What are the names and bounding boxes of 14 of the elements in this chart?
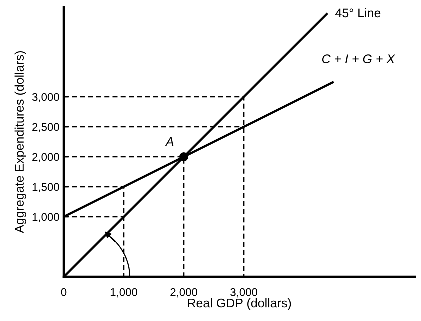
series-label: C + I + G + X: [322, 54, 396, 64]
y-tick-label: 1,500: [32, 183, 60, 192]
y-axis-title: Aggregate Expenditures (dollars): [14, 51, 26, 234]
x-tick-label: 1,000: [110, 288, 138, 298]
y-tick-label: 2,500: [32, 123, 60, 132]
x-tick-label: 3,000: [230, 288, 258, 298]
x-tick-label: 2,000: [170, 288, 198, 298]
y-tick-label: 2,000: [32, 153, 60, 162]
x-tick-label: 0: [61, 288, 67, 296]
annotation: A: [165, 138, 174, 146]
y-tick-label: 3,000: [32, 93, 60, 102]
y-tick-label: 1,000: [32, 213, 60, 222]
x-axis-title: Real GDP (dollars): [188, 298, 292, 310]
series-label: 45° Line: [336, 8, 381, 18]
